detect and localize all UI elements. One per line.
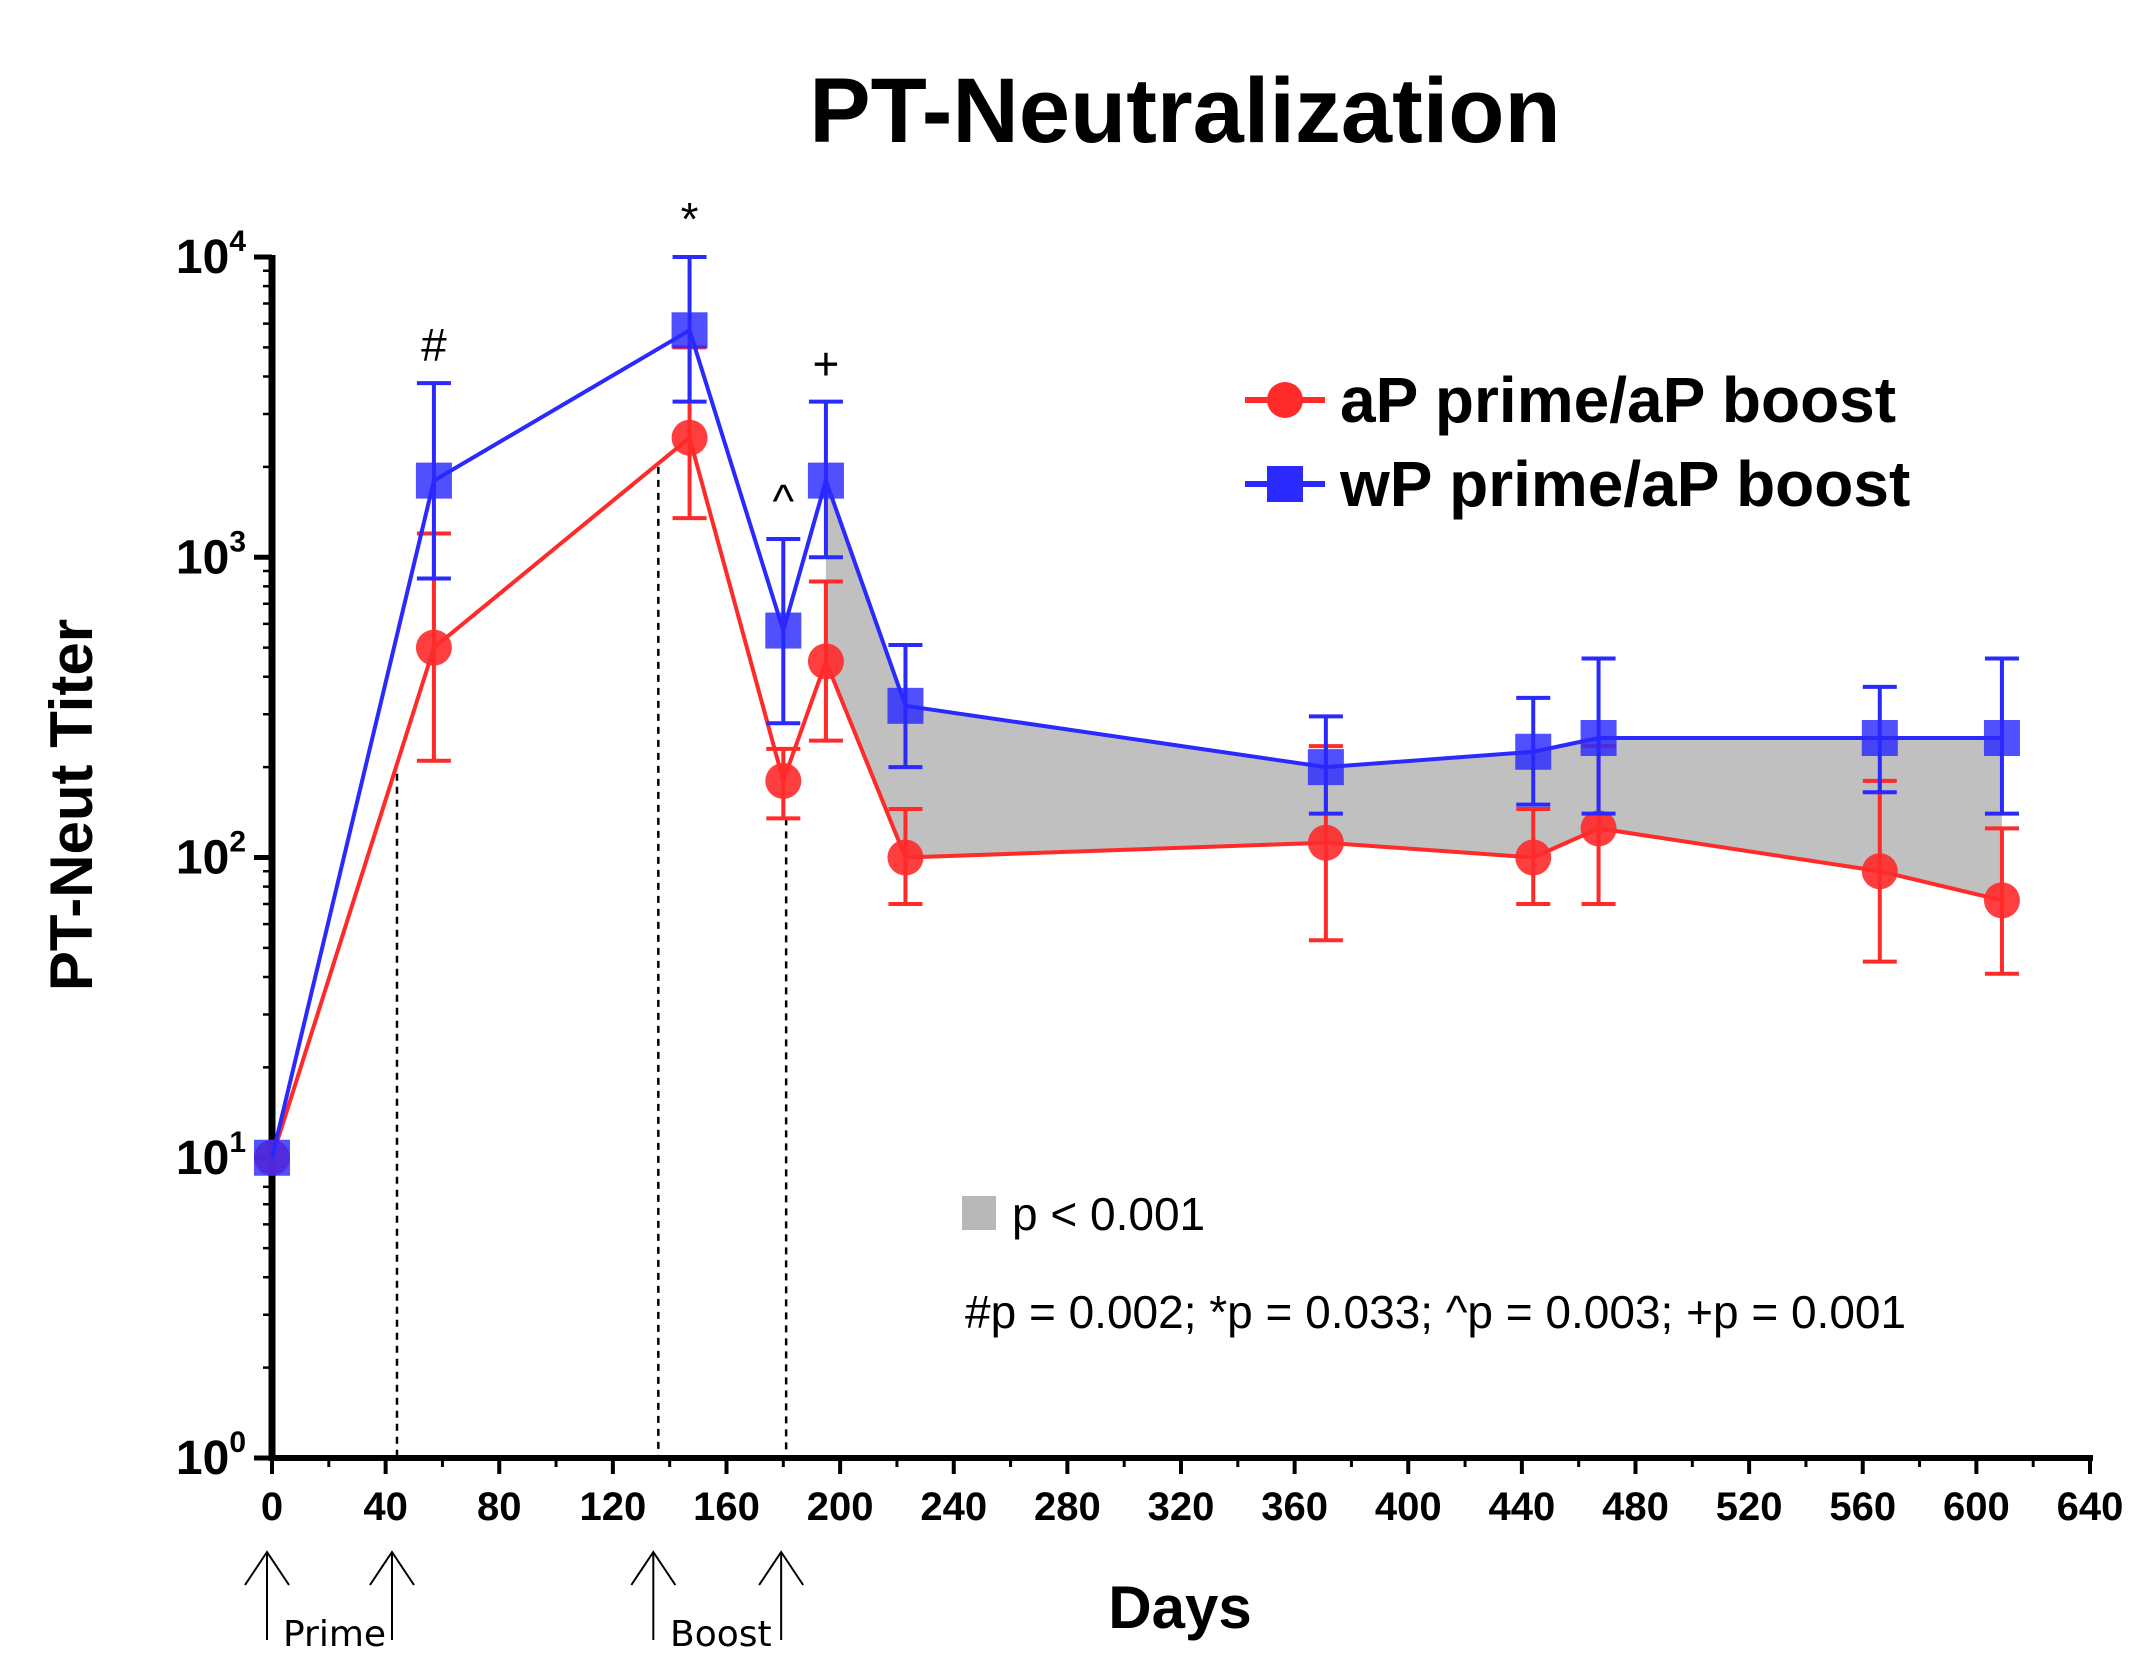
data-point-0-8 xyxy=(1580,810,1617,847)
data-point-0-10 xyxy=(1983,882,2020,919)
significance-marks-layer: # * ^ + xyxy=(421,193,839,527)
significance-mark-0: # xyxy=(421,319,447,371)
event-line-layer xyxy=(395,466,788,1458)
event-arrow-head-0 xyxy=(244,1550,290,1586)
x-tick-label-5: 200 xyxy=(807,1485,874,1529)
data-point-1-7 xyxy=(1515,733,1552,770)
x-tick-label-0: 0 xyxy=(261,1485,283,1529)
event-arrow-head-1 xyxy=(369,1550,415,1586)
x-tick-label-3: 120 xyxy=(580,1485,647,1529)
x-tick-label-13: 520 xyxy=(1716,1485,1783,1529)
y-tick-label-0: 100 xyxy=(176,1426,246,1485)
annotations: p < 0.001 #p = 0.002; *p = 0.033; ^p = 0… xyxy=(962,1188,1906,1338)
data-point-1-5 xyxy=(887,687,924,724)
data-point-1-6 xyxy=(1307,749,1344,786)
chart-title: PT-Neutralization xyxy=(809,60,1560,162)
x-tick-label-12: 480 xyxy=(1602,1485,1669,1529)
y-axis-label: PT-Neut Titer xyxy=(38,619,105,991)
x-tick-label-7: 280 xyxy=(1034,1485,1101,1529)
pvalue-annotation: #p = 0.002; *p = 0.033; ^p = 0.003; +p =… xyxy=(965,1286,1906,1338)
data-point-1-9 xyxy=(1861,720,1898,757)
data-point-1-1 xyxy=(415,462,452,499)
significance-mark-3: + xyxy=(812,338,839,390)
legend: aP prime/aP boost wP prime/aP boost xyxy=(1245,364,1910,520)
data-point-1-10 xyxy=(1983,720,2020,757)
x-tick-label-2: 80 xyxy=(477,1485,522,1529)
event-arrow-head-3 xyxy=(758,1550,804,1586)
event-arrow-2 xyxy=(630,1550,677,1640)
significance-mark-1: * xyxy=(681,193,699,245)
event-arrow-1 xyxy=(369,1550,415,1640)
x-tick-label-10: 400 xyxy=(1375,1485,1442,1529)
data-point-0-9 xyxy=(1861,853,1898,890)
data-point-0-1 xyxy=(415,629,452,666)
shade-legend-text: p < 0.001 xyxy=(1012,1188,1205,1240)
data-point-0-5 xyxy=(887,839,924,876)
significance-shade-region xyxy=(825,480,2002,901)
data-point-1-3 xyxy=(765,612,802,649)
x-axis-label: Days xyxy=(1108,1574,1251,1641)
event-arrow-head-2 xyxy=(630,1550,677,1586)
event-label-1: Boost xyxy=(670,1614,772,1655)
data-point-0-7 xyxy=(1515,839,1552,876)
x-tick-label-8: 320 xyxy=(1148,1485,1215,1529)
significance-shade-layer xyxy=(825,480,2002,901)
event-arrow-3 xyxy=(758,1550,804,1640)
data-point-1-8 xyxy=(1580,720,1617,757)
shade-legend-swatch xyxy=(962,1196,996,1230)
legend-marker-wp xyxy=(1267,466,1303,502)
x-tick-label-16: 640 xyxy=(2057,1485,2124,1529)
y-tick-label-3: 103 xyxy=(176,525,246,584)
x-tick-label-6: 240 xyxy=(920,1485,987,1529)
axes-layer: 0 40 80 120 160 200 240 280 320 360 400 440 480 520 56… xyxy=(176,225,2123,1529)
data-point-1-2 xyxy=(671,312,708,349)
y-tick-label-4: 104 xyxy=(176,225,246,284)
x-tick-label-15: 600 xyxy=(1943,1485,2010,1529)
data-point-0-2 xyxy=(671,419,708,456)
x-tick-label-11: 440 xyxy=(1489,1485,1556,1529)
data-point-0-3 xyxy=(765,762,802,799)
legend-marker-ap xyxy=(1267,382,1303,418)
x-tick-label-9: 360 xyxy=(1261,1485,1328,1529)
event-arrow-0 xyxy=(244,1550,290,1640)
legend-label-wp: wP prime/aP boost xyxy=(1339,448,1910,520)
x-tick-label-1: 40 xyxy=(363,1485,408,1529)
x-tick-label-4: 160 xyxy=(693,1485,760,1529)
event-label-0: Prime xyxy=(283,1614,386,1655)
data-point-1-4 xyxy=(807,462,844,499)
y-tick-label-2: 102 xyxy=(176,826,246,885)
x-tick-label-14: 560 xyxy=(1829,1485,1896,1529)
data-point-0-4 xyxy=(807,643,844,680)
series-layer xyxy=(254,255,2020,1176)
data-point-0-6 xyxy=(1307,824,1344,861)
legend-label-ap: aP prime/aP boost xyxy=(1340,364,1896,436)
significance-mark-2: ^ xyxy=(773,475,795,527)
event-arrow-layer: Prime Boost xyxy=(244,1550,804,1655)
data-point-1-0 xyxy=(254,1139,290,1176)
series-1 xyxy=(254,255,2020,1176)
y-tick-label-1: 101 xyxy=(176,1126,246,1185)
